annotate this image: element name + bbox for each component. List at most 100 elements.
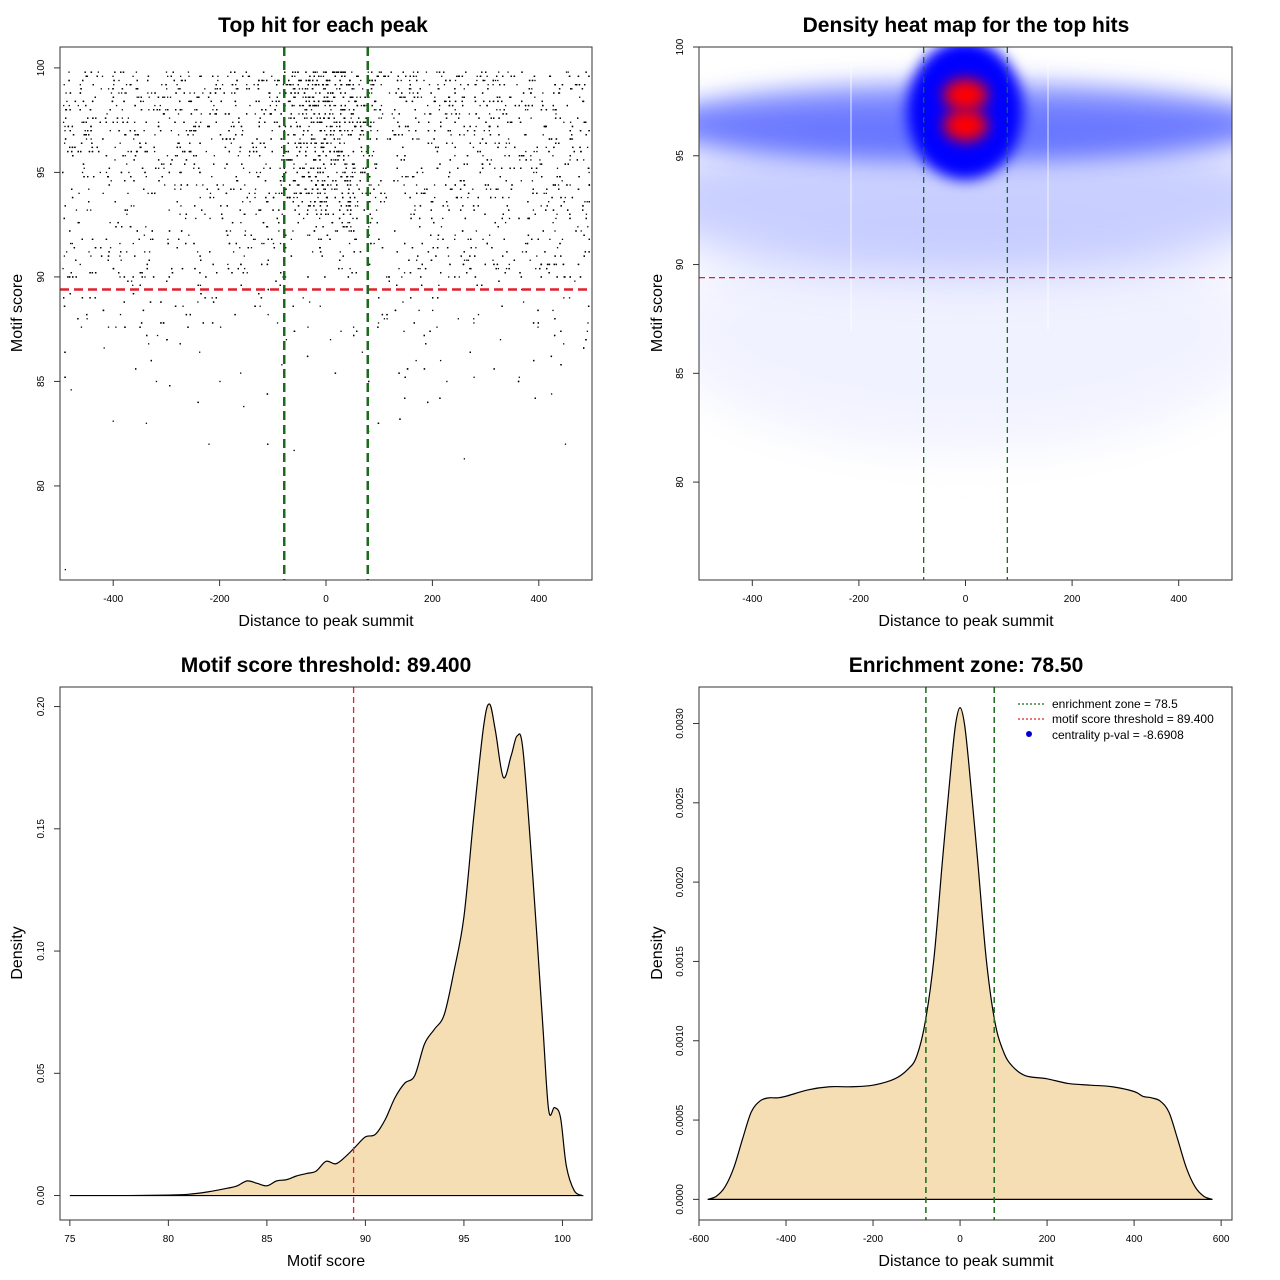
scatter-point [350,117,352,119]
scatter-point [322,75,325,77]
scatter-point [433,100,436,103]
scatter-point [334,188,336,190]
scatter-point [530,92,532,94]
scatter-point [305,113,308,115]
scatter-point [91,150,94,153]
scatter-point [564,276,566,278]
scatter-point [338,217,341,220]
scatter-point [213,104,215,107]
scatter-point [317,171,319,174]
scatter-point [102,138,104,140]
scatter-point [211,297,213,299]
scatter-point [319,205,322,207]
scatter-point [352,84,354,86]
scatter-point [321,255,323,257]
scatter-point [65,117,67,119]
scatter-point [537,322,539,324]
scatter-point [446,142,448,144]
scatter-point [554,255,556,257]
scatter-point [560,205,562,207]
scatter-point [459,84,462,86]
scatter-point [184,163,186,165]
scatter-point [297,92,299,94]
scatter-point [466,259,468,261]
scatter-point [158,167,160,169]
scatter-point [447,255,450,257]
scatter-point [180,79,183,82]
scatter-point [225,230,228,232]
scatter-point [419,205,422,207]
scatter-point [316,117,318,119]
scatter-point [319,92,321,94]
scatter-point [479,142,481,144]
scatter-point [212,75,214,77]
scatter-point [296,155,298,157]
scatter-point [553,263,555,266]
scatter-point [307,130,309,132]
scatter-point [563,297,565,299]
scatter-point [308,175,310,178]
scatter-point [87,175,89,178]
scatter-point [380,84,382,86]
scatter-point [496,96,499,98]
scatter-point [307,205,310,207]
scatter-point [345,167,347,169]
scatter-point [69,293,71,295]
scatter-point [555,113,557,115]
scatter-point [437,238,439,240]
scatter-point [572,146,574,149]
scatter-point [418,309,420,312]
scatter-point [498,280,500,282]
scatter-point [306,142,308,144]
scatter-point [107,88,110,90]
scatter-point [508,155,510,157]
scatter-point [293,117,295,119]
scatter-point [479,171,481,174]
panel-scatter: Top hit for each peak -400 -200 0 200 400 80… [9,14,593,630]
scatter-point [463,259,466,261]
scatter-point [152,276,155,278]
scatter-point [493,368,495,370]
scatter-point [280,180,282,182]
scatter-point [485,71,487,73]
scatter-point [451,188,453,190]
scatter-point [430,92,432,94]
scatter-point [394,134,397,136]
scatter-point [306,146,308,149]
scatter-point [235,84,237,86]
scatter-point [107,255,110,257]
scatter-point [514,104,517,107]
scatter-point [362,130,364,132]
scatter-point [189,100,191,103]
scatter-point [378,71,381,73]
scatter-point [90,138,92,140]
scatter-point [82,79,84,82]
scatter-point [132,75,134,77]
scatter-point [559,242,561,245]
scatter-point [381,113,384,115]
scatter-point [477,313,480,316]
scatter-point [374,100,376,103]
scatter-point [139,272,141,274]
scatter-point [222,184,224,186]
scatter-point [429,330,431,332]
scatter-point [318,84,320,86]
scatter-point [494,167,496,169]
scatter-point [563,121,565,123]
scatter-point [242,272,245,274]
scatter-point [420,96,423,98]
scatter-point [96,75,98,77]
scatter-point [587,226,589,228]
scatter-point [578,175,580,178]
scatter-point [461,75,464,77]
scatter-point [420,276,422,278]
scatter-point [351,171,354,174]
scatter-point [489,163,491,165]
scatter-point [205,276,207,278]
scatter-point [319,305,321,307]
scatter-point [297,205,300,207]
scatter-point [374,79,376,82]
scatter-point [199,255,201,257]
scatter-point [339,209,341,211]
scatter-point [261,79,263,82]
